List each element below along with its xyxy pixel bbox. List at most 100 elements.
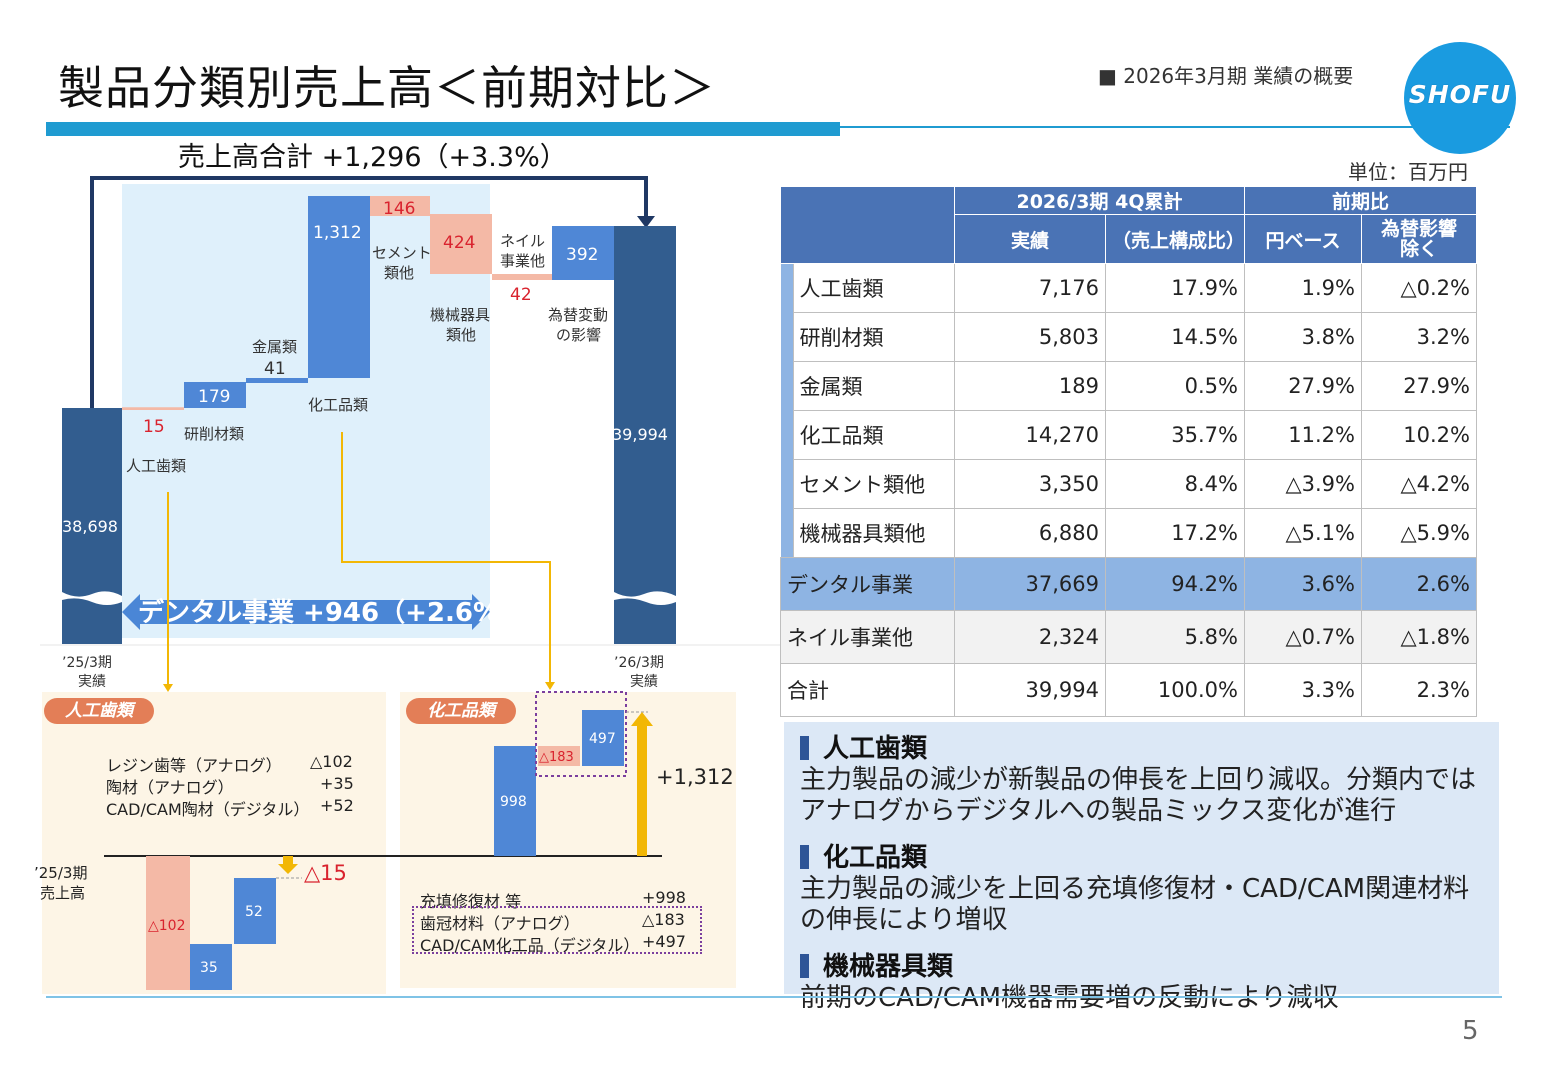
- note-body: 前期のCAD/CAM機器需要増の反動により減収: [800, 983, 1339, 1013]
- panel-jinko-row-3-label: CAD/CAM陶材（デジタル）: [106, 800, 310, 819]
- sales-table: 2026/3期 4Q累計 前期比 実績 （売上構成比） 円ベース 為替影響 除く…: [780, 186, 1477, 717]
- panel-jinko-base-1: ’25/3期: [34, 864, 88, 882]
- panel-kako: [400, 692, 736, 988]
- note-marker: [800, 736, 809, 760]
- row-share: 35.7%: [1105, 410, 1245, 460]
- note-heading: 人工歯類: [800, 728, 1490, 765]
- row-share: 17.2%: [1105, 508, 1245, 558]
- row-fx: 27.9%: [1361, 361, 1477, 411]
- start-label-2: 実績: [78, 674, 106, 690]
- start-label-1: ’25/3期: [62, 655, 112, 671]
- kako-bar-crown-value: △183: [539, 750, 574, 765]
- connector-jinko-arrow: [163, 684, 173, 692]
- bar-cement-value: 146: [383, 199, 415, 219]
- page-title: 製品分類別売上高＜前期対比＞: [58, 61, 716, 115]
- row-yen: 11.2%: [1244, 410, 1362, 460]
- dental-banner-arrow: [122, 594, 490, 630]
- row-name: 金属類: [792, 361, 955, 411]
- cat-kikai-2: 類他: [446, 326, 476, 344]
- row-name: デンタル事業: [780, 557, 955, 611]
- cat-jinko: 人工歯類: [126, 457, 186, 475]
- bar-cement: [370, 196, 430, 216]
- row-fx: 2.6%: [1361, 557, 1477, 611]
- panel-jinko-pill: 人工歯類: [44, 698, 154, 724]
- total-bracket-line: [90, 176, 648, 408]
- logo-text: SHOFU: [1408, 80, 1512, 109]
- jinko-bar-cadcam: [234, 878, 276, 944]
- row-share: 17.9%: [1105, 263, 1245, 313]
- cat-nail-2: 事業他: [500, 252, 545, 270]
- table-row-dental: デンタル事業 37,669 94.2% 3.6% 2.6%: [780, 557, 1477, 611]
- cat-kikai-1: 機械器具: [430, 306, 490, 324]
- title-underline-line: [840, 126, 1510, 128]
- table-header-fx-1: 為替影響: [1380, 218, 1457, 240]
- cat-nail-1: ネイル: [500, 232, 545, 250]
- jinko-bar-resin: [146, 856, 190, 990]
- row-name: 化工品類: [792, 410, 955, 460]
- total-title: 売上高合計 +1,296（+3.3%）: [178, 142, 567, 173]
- panel-kako-row-3-value: +497: [642, 932, 686, 951]
- cat-fx-1: 為替変動: [548, 306, 608, 324]
- panel-kako-row-3-label: CAD/CAM化工品（デジタル）: [420, 936, 640, 955]
- note-body: 主力製品の減少を上回る充填修復材・CAD/CAM関連材料の伸長により増収: [800, 874, 1470, 935]
- note-heading-text: 人工歯類: [823, 734, 928, 764]
- cat-cement-1: セメント: [372, 244, 432, 262]
- row-share: 94.2%: [1105, 557, 1245, 611]
- row-yen: △5.1%: [1244, 508, 1362, 558]
- note-marker: [800, 845, 809, 869]
- row-fx: △4.2%: [1361, 459, 1477, 509]
- kako-bar-filling-value: 998: [500, 794, 527, 810]
- cat-kensaku: 研削材類: [184, 425, 244, 443]
- panel-kako-row-2-value: △183: [642, 910, 685, 929]
- bar-kako: [308, 196, 370, 378]
- row-actual: 7,176: [954, 263, 1106, 313]
- footer-line: [46, 996, 1502, 998]
- row-yen: △3.9%: [1244, 459, 1362, 509]
- row-yen: △0.7%: [1244, 610, 1362, 664]
- bar-fx-value: 392: [566, 245, 598, 265]
- bar-nail: [492, 274, 552, 280]
- table-header-compare: 前期比: [1244, 186, 1477, 215]
- panel-kako-highlight-box: [412, 906, 702, 954]
- table-row: 金属類 189 0.5% 27.9% 27.9%: [781, 361, 1477, 411]
- dental-banner-text: デンタル事業 +946（+2.6%）: [138, 597, 525, 628]
- bar-nail-value: 42: [510, 285, 532, 305]
- cat-cement-2: 類他: [384, 264, 414, 282]
- kako-total-arrow-head: [631, 712, 653, 726]
- note-heading: 化工品類: [800, 837, 1490, 874]
- row-actual: 3,350: [954, 459, 1106, 509]
- page-number: 5: [1462, 1016, 1479, 1046]
- row-yen: 3.3%: [1244, 663, 1362, 717]
- table-row: 人工歯類 7,176 17.9% 1.9% △0.2%: [780, 263, 1477, 558]
- kako-bar-crown: [538, 746, 580, 766]
- total-bracket-arrow: [637, 216, 655, 228]
- unit-label: 単位：百万円: [1348, 160, 1468, 184]
- table-header-blank: [780, 186, 955, 264]
- panel-jinko-row-1-label: レジン歯等（アナログ）: [106, 756, 282, 775]
- bar-jinko: [122, 408, 184, 410]
- kako-total-value: +1,312: [656, 765, 734, 789]
- row-name: 機械器具類他: [792, 508, 955, 558]
- note-marker: [800, 954, 809, 978]
- bar-kinzoku: [246, 378, 308, 383]
- row-actual: 6,880: [954, 508, 1106, 558]
- note-heading: 機械器具類: [800, 946, 1490, 983]
- jinko-bar-porcelain: [190, 944, 232, 990]
- row-actual: 189: [954, 361, 1106, 411]
- kako-bar-filling: [494, 746, 536, 856]
- panel-jinko-row-2-label: 陶材（アナログ）: [106, 778, 234, 797]
- panel-jinko-row-3-value: +52: [320, 796, 354, 815]
- bar-kako-value: 1,312: [313, 223, 362, 243]
- row-actual: 2,324: [954, 610, 1106, 664]
- row-fx: △0.2%: [1361, 263, 1477, 313]
- row-name: 人工歯類: [792, 263, 955, 313]
- panel-kako-pill: 化工品類: [406, 698, 516, 724]
- row-name: ネイル事業他: [780, 610, 955, 664]
- bar-start-value: 38,698: [62, 517, 118, 536]
- row-actual: 5,803: [954, 312, 1106, 362]
- panel-charts: △102 35 52 △15 998 △183 497 +1,312: [104, 691, 734, 990]
- kako-bar-cadcam-value: 497: [589, 731, 616, 747]
- table-header-period: 2026/3期 4Q累計: [954, 186, 1245, 215]
- panel-jinko: [42, 692, 386, 994]
- note-heading-text: 化工品類: [823, 843, 928, 873]
